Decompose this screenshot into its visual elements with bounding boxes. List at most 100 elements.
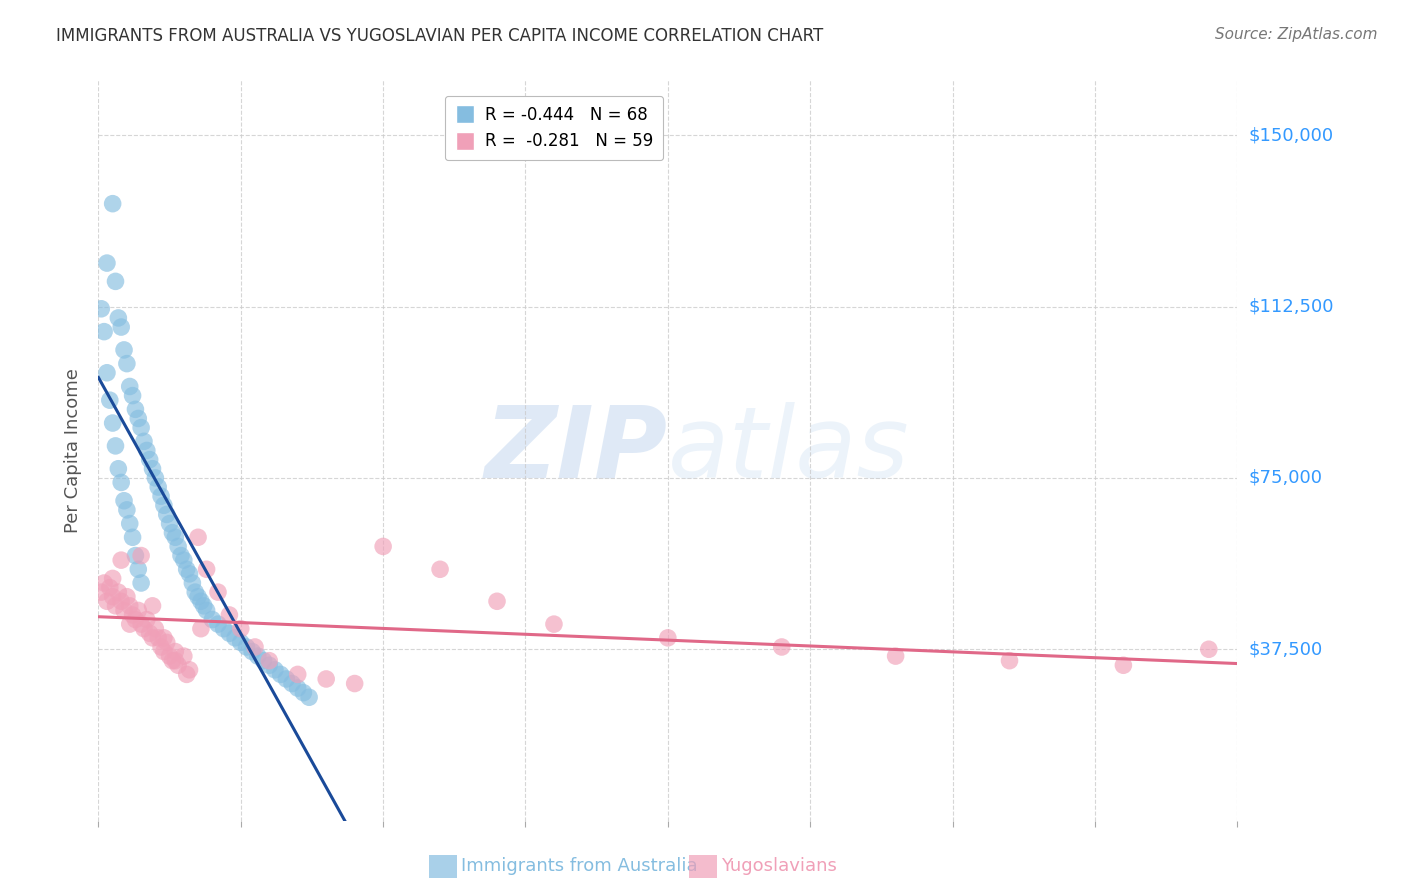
Point	[264, 663, 287, 677]
Point	[235, 640, 257, 654]
Point	[121, 389, 143, 403]
Point	[124, 549, 146, 563]
Point	[98, 393, 121, 408]
Y-axis label: Per Capita Income: Per Capita Income	[65, 368, 83, 533]
Point	[429, 562, 451, 576]
Point	[229, 622, 252, 636]
Point	[129, 420, 152, 434]
Point	[156, 508, 179, 522]
Text: atlas: atlas	[668, 402, 910, 499]
Point	[112, 493, 135, 508]
Point	[218, 626, 240, 640]
Point	[121, 530, 143, 544]
Point	[207, 617, 229, 632]
Point	[1112, 658, 1135, 673]
Point	[138, 626, 160, 640]
Point	[101, 416, 124, 430]
Point	[162, 654, 184, 668]
Text: Yugoslavians: Yugoslavians	[721, 857, 837, 875]
Point	[93, 576, 115, 591]
Point	[150, 640, 173, 654]
Point	[207, 585, 229, 599]
Point	[127, 562, 149, 576]
Text: IMMIGRANTS FROM AUSTRALIA VS YUGOSLAVIAN PER CAPITA INCOME CORRELATION CHART: IMMIGRANTS FROM AUSTRALIA VS YUGOSLAVIAN…	[56, 27, 824, 45]
Point	[132, 622, 155, 636]
Point	[104, 599, 127, 613]
Point	[195, 603, 218, 617]
Point	[176, 667, 198, 681]
Point	[101, 196, 124, 211]
Point	[129, 576, 152, 591]
Point	[148, 480, 170, 494]
Point	[218, 607, 240, 622]
Point	[170, 549, 193, 563]
Point	[135, 613, 157, 627]
Point	[162, 525, 184, 540]
Point	[124, 402, 146, 417]
Point	[115, 357, 138, 371]
Point	[187, 530, 209, 544]
Point	[298, 690, 321, 705]
Point	[373, 540, 395, 554]
Point	[107, 461, 129, 475]
Point	[153, 644, 176, 658]
Point	[179, 663, 201, 677]
Point	[124, 613, 146, 627]
Point	[159, 516, 181, 531]
Point	[101, 571, 124, 585]
Text: Immigrants from Australia: Immigrants from Australia	[461, 857, 697, 875]
Point	[115, 590, 138, 604]
Text: ZIP: ZIP	[485, 402, 668, 499]
Point	[127, 603, 149, 617]
Point	[90, 585, 112, 599]
Point	[112, 603, 135, 617]
Point	[252, 654, 274, 668]
Point	[201, 613, 224, 627]
Point	[184, 585, 207, 599]
Point	[96, 366, 118, 380]
Point	[246, 649, 269, 664]
Point	[145, 622, 167, 636]
Text: $150,000: $150,000	[1249, 126, 1333, 145]
Point	[115, 503, 138, 517]
Point	[212, 622, 235, 636]
Point	[998, 654, 1021, 668]
Point	[287, 681, 309, 695]
Point	[96, 256, 118, 270]
Text: $112,500: $112,500	[1249, 298, 1334, 316]
Point	[104, 274, 127, 288]
Point	[884, 649, 907, 664]
Point	[167, 658, 190, 673]
Point	[118, 516, 141, 531]
Point	[93, 325, 115, 339]
Point	[98, 581, 121, 595]
Point	[173, 553, 195, 567]
Point	[270, 667, 292, 681]
Point	[118, 617, 141, 632]
Point	[159, 649, 181, 664]
Point	[145, 471, 167, 485]
Point	[224, 631, 246, 645]
Point	[110, 553, 132, 567]
Point	[292, 686, 315, 700]
Point	[240, 644, 263, 658]
Point	[195, 562, 218, 576]
Point	[107, 310, 129, 325]
Point	[141, 599, 163, 613]
Point	[110, 475, 132, 490]
Point	[150, 489, 173, 503]
Point	[229, 635, 252, 649]
Point	[110, 320, 132, 334]
Point	[135, 443, 157, 458]
Point	[259, 658, 281, 673]
Text: Source: ZipAtlas.com: Source: ZipAtlas.com	[1215, 27, 1378, 42]
Point	[165, 654, 187, 668]
Point	[110, 594, 132, 608]
Point	[187, 590, 209, 604]
Point	[90, 301, 112, 316]
Point	[259, 654, 281, 668]
Point	[148, 631, 170, 645]
Point	[287, 667, 309, 681]
Text: $37,500: $37,500	[1249, 640, 1323, 658]
Point	[181, 576, 204, 591]
